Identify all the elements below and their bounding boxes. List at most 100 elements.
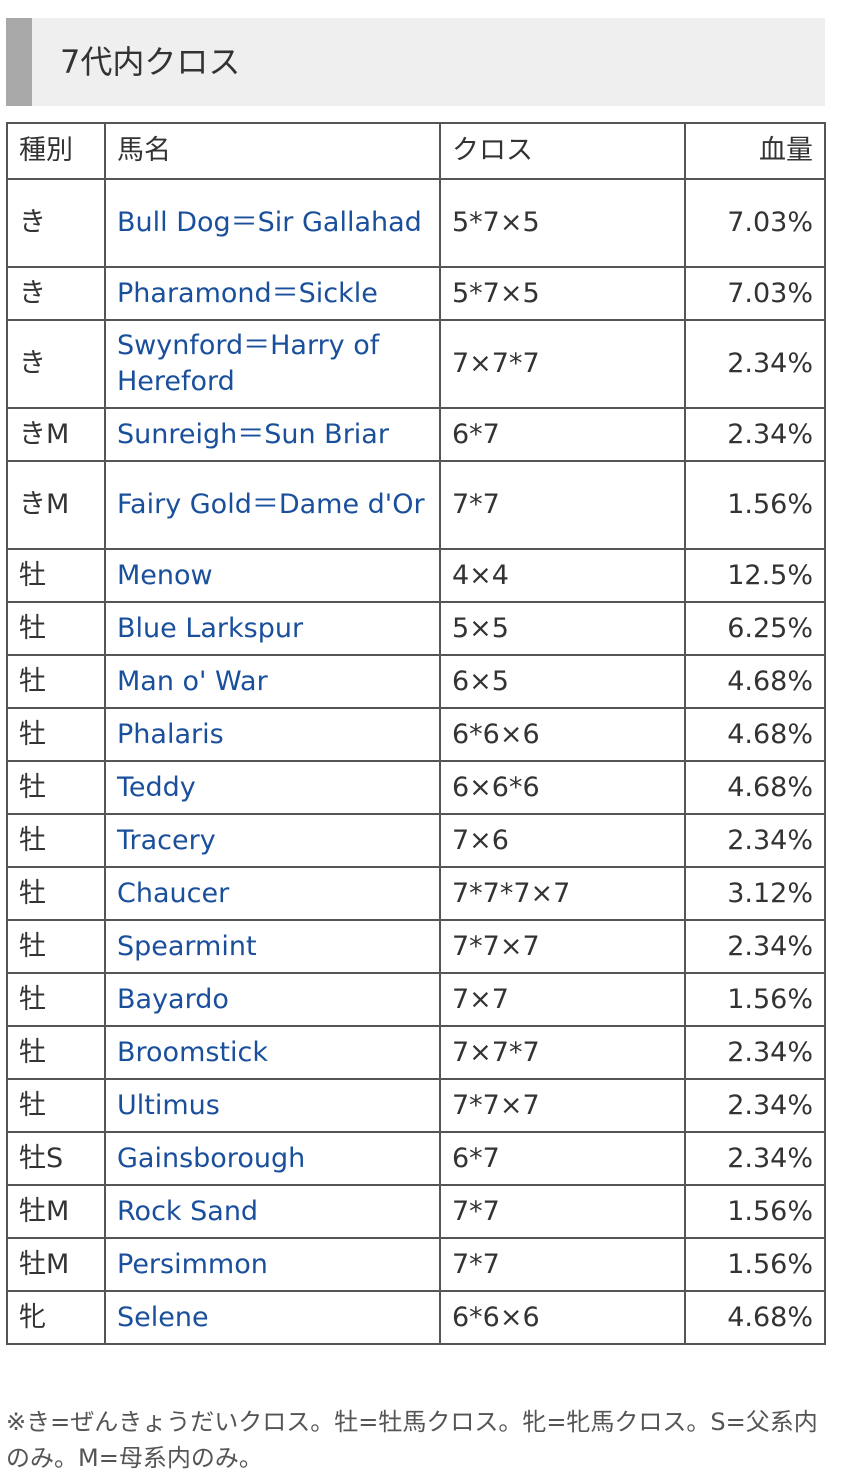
cell-blood: 1.56% [684,1184,826,1239]
table-row: き Swynford＝Harry of Hereford 7×7*7 2.34% [6,319,826,409]
cell-blood: 4.68% [684,654,826,709]
horse-link[interactable]: Rock Sand [117,1195,259,1227]
cell-horse: Teddy [104,760,441,815]
cell-cross: 7×7*7 [439,1025,686,1080]
horse-link[interactable]: Tracery [117,824,216,856]
cell-cross: 7×6 [439,813,686,868]
section-header: 7代内クロス [6,18,825,106]
cell-cross: 7*7 [439,1184,686,1239]
horse-link[interactable]: Sunreigh＝Sun Briar [117,418,389,450]
horse-link[interactable]: Persimmon [117,1248,268,1280]
cell-blood: 1.56% [684,460,826,550]
table-body: き Bull Dog＝Sir Gallahad 5*7×5 7.03% き Pharamo… [6,178,826,1345]
horse-link[interactable]: Gainsborough [117,1142,306,1174]
horse-link[interactable]: Phalaris [117,718,224,750]
cell-cross: 6*6×6 [439,1290,686,1345]
table-row: 牡 Broomstick 7×7*7 2.34% [6,1025,826,1080]
horse-link[interactable]: Bayardo [117,983,229,1015]
cell-type: 牝 [6,1290,106,1345]
header-type: 種別 [6,122,106,180]
cell-blood: 2.34% [684,407,826,462]
cell-blood: 2.34% [684,919,826,974]
header-horse: 馬名 [104,122,441,180]
cell-cross: 6×6*6 [439,760,686,815]
cell-blood: 3.12% [684,866,826,921]
cell-cross: 7*7*7×7 [439,866,686,921]
cell-cross: 7×7*7 [439,319,686,409]
cell-horse: Pharamond＝Sickle [104,266,441,321]
horse-link[interactable]: Pharamond＝Sickle [117,277,378,309]
cell-cross: 6*7 [439,407,686,462]
cell-blood: 6.25% [684,601,826,656]
table-row: 牝 Selene 6*6×6 4.68% [6,1290,826,1345]
cell-cross: 7*7 [439,1237,686,1292]
header-cross: クロス [439,122,686,180]
cell-type: 牡 [6,1025,106,1080]
horse-link[interactable]: Fairy Gold＝Dame d'Or [117,489,425,520]
table-row: 牡 Bayardo 7×7 1.56% [6,972,826,1027]
cell-type: 牡 [6,866,106,921]
cell-horse: Selene [104,1290,441,1345]
cell-cross: 6×5 [439,654,686,709]
cell-type: き [6,319,106,409]
cell-type: き [6,266,106,321]
horse-link[interactable]: Broomstick [117,1036,269,1068]
cell-type: 牡 [6,707,106,762]
cell-cross: 6*7 [439,1131,686,1186]
cell-horse: Blue Larkspur [104,601,441,656]
horse-link[interactable]: Bull Dog＝Sir Gallahad [117,207,422,238]
cell-blood: 7.03% [684,266,826,321]
table-row: 牡 Chaucer 7*7*7×7 3.12% [6,866,826,921]
cell-type: 牡 [6,654,106,709]
table-row: きM Fairy Gold＝Dame d'Or 7*7 1.56% [6,460,826,550]
cell-cross: 7*7×7 [439,919,686,974]
horse-link[interactable]: Ultimus [117,1089,220,1121]
horse-link[interactable]: Teddy [117,771,196,803]
cell-type: 牡 [6,813,106,868]
cell-type: き [6,178,106,268]
horse-link[interactable]: Menow [117,559,213,591]
cell-blood: 2.34% [684,319,826,409]
cell-blood: 1.56% [684,1237,826,1292]
cell-horse: Gainsborough [104,1131,441,1186]
cell-horse: Fairy Gold＝Dame d'Or [104,460,441,550]
cell-cross: 6*6×6 [439,707,686,762]
cell-type: 牡 [6,601,106,656]
horse-link[interactable]: Chaucer [117,877,230,909]
cell-blood: 2.34% [684,1025,826,1080]
cell-horse: Rock Sand [104,1184,441,1239]
table-row: 牡 Spearmint 7*7×7 2.34% [6,919,826,974]
cell-horse: Broomstick [104,1025,441,1080]
table-row: 牡S Gainsborough 6*7 2.34% [6,1131,826,1186]
table-row: きM Sunreigh＝Sun Briar 6*7 2.34% [6,407,826,462]
cell-horse: Ultimus [104,1078,441,1133]
horse-link[interactable]: Spearmint [117,930,257,962]
horse-link[interactable]: Blue Larkspur [117,612,304,644]
cell-blood: 7.03% [684,178,826,268]
horse-link[interactable]: Man o' War [117,665,268,697]
cell-blood: 4.68% [684,707,826,762]
cell-type: きM [6,460,106,550]
cell-cross: 5×5 [439,601,686,656]
cell-horse: Chaucer [104,866,441,921]
cell-horse: Persimmon [104,1237,441,1292]
cell-horse: Bayardo [104,972,441,1027]
cell-type: 牡 [6,548,106,603]
section-header-accent-bar [6,18,32,106]
cell-blood: 2.34% [684,1078,826,1133]
cell-type: 牡M [6,1237,106,1292]
horse-link[interactable]: Selene [117,1301,209,1333]
cell-horse: Tracery [104,813,441,868]
table-row: 牡 Ultimus 7*7×7 2.34% [6,1078,826,1133]
cross-table: 種別 馬名 クロス 血量 き Bull Dog＝Sir Gallahad 5*7×5… [6,122,826,1345]
cell-blood: 1.56% [684,972,826,1027]
cell-type: 牡 [6,1078,106,1133]
cell-blood: 2.34% [684,813,826,868]
cell-type: 牡S [6,1131,106,1186]
cell-type: 牡 [6,972,106,1027]
cell-cross: 5*7×5 [439,266,686,321]
cell-blood: 4.68% [684,760,826,815]
table-row: 牡M Rock Sand 7*7 1.56% [6,1184,826,1239]
horse-link[interactable]: Swynford＝Harry of Hereford [117,330,380,397]
cell-blood: 12.5% [684,548,826,603]
